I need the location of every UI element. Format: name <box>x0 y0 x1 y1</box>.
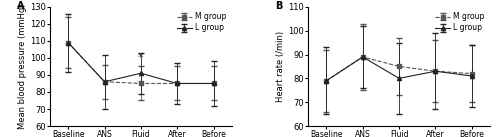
Text: *: * <box>138 53 143 63</box>
Y-axis label: Mean blood pressure (mmHg): Mean blood pressure (mmHg) <box>18 4 27 129</box>
Text: A: A <box>18 1 25 11</box>
Text: B: B <box>276 1 283 11</box>
Y-axis label: Heart rate (/min): Heart rate (/min) <box>276 31 285 102</box>
Legend: M group, L group: M group, L group <box>434 11 486 34</box>
Legend: M group, L group: M group, L group <box>175 11 228 34</box>
